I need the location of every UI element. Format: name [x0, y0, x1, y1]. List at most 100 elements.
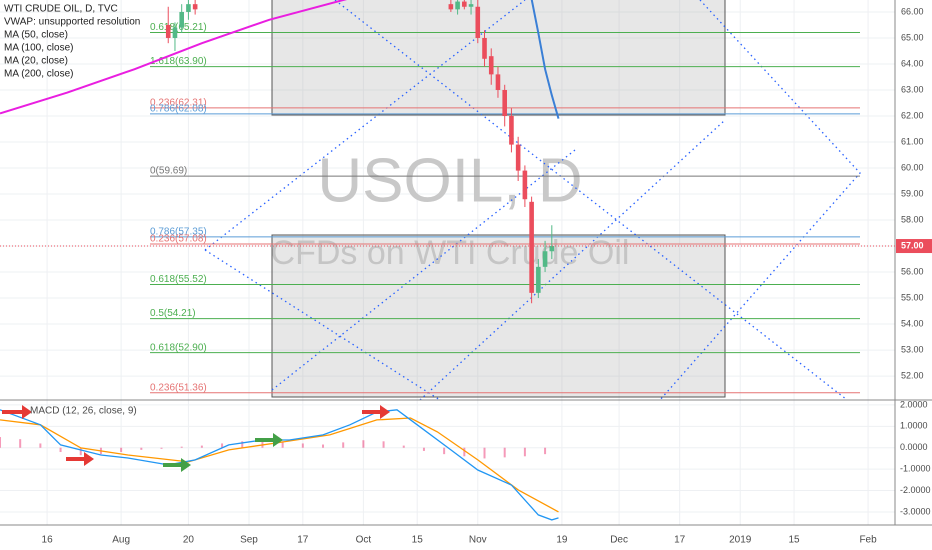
fib-label: 0.236(57.08)	[150, 234, 207, 245]
fib-label: 0.618(65.21)	[150, 22, 207, 33]
diagonal	[204, 249, 441, 400]
y-tick-label: 65.00	[901, 32, 924, 42]
drawings	[204, 0, 861, 400]
y-tick-label: 0.0000	[900, 442, 928, 452]
histogram-bar	[483, 447, 486, 459]
y-tick-label: -1.0000	[900, 464, 931, 474]
candle-body	[179, 11, 184, 28]
arrow	[163, 458, 191, 472]
arrows	[2, 405, 390, 472]
histogram-bar	[221, 443, 224, 448]
x-tick-label: 19	[556, 535, 568, 546]
histogram-bar	[402, 445, 405, 448]
candle-body	[468, 4, 474, 7]
histogram-bar	[362, 440, 365, 448]
y-tick-label: 64.00	[901, 58, 924, 68]
diagonal	[419, 119, 726, 400]
y-tick-label: 52.00	[901, 370, 924, 380]
histogram-bar	[79, 447, 82, 456]
histogram-bar	[544, 447, 547, 455]
fib-label: 0.786(57.35)	[150, 227, 207, 238]
candle-body	[529, 201, 534, 293]
y-tick-label: 61.00	[901, 136, 924, 146]
candle-body	[495, 74, 501, 90]
candle-body	[448, 4, 454, 10]
legend-entry: MA (20, close)	[4, 56, 68, 67]
histogram-bar	[503, 447, 506, 458]
x-tick-label: Oct	[356, 535, 372, 546]
histogram-bar	[382, 441, 385, 448]
x-tick-label: Dec	[610, 535, 628, 546]
histogram-bar	[160, 447, 163, 449]
legend-entry: MA (100, close)	[4, 43, 73, 54]
x-tick-label: 15	[412, 535, 424, 546]
y-tick-label: 2.0000	[900, 399, 928, 409]
macd-pane	[0, 409, 559, 521]
candle-body	[172, 27, 178, 38]
histogram-bar	[422, 447, 425, 451]
candle-body	[549, 246, 555, 252]
watermark: USOIL, D	[317, 146, 582, 215]
ma-line	[0, 0, 348, 115]
histogram-bar	[200, 445, 203, 448]
histogram-bar	[0, 437, 1, 448]
y-tick-label: 54.00	[901, 318, 924, 328]
fib-label: 0.5(54.21)	[150, 308, 196, 319]
candle-body	[186, 4, 191, 12]
y-tick-label: 66.00	[901, 6, 924, 16]
y-tick-label: -3.0000	[900, 506, 931, 516]
histogram-bar	[59, 447, 62, 453]
y-tick-label: 53.00	[901, 344, 924, 354]
histogram-bar	[120, 447, 123, 453]
histogram-bar	[322, 444, 325, 448]
histogram-bar	[39, 443, 42, 448]
histogram-bar	[301, 443, 304, 448]
histogram-bar	[180, 446, 183, 448]
x-tick-label: 17	[297, 535, 309, 546]
macd-title: MACD (12, 26, close, 9)	[30, 406, 137, 417]
histogram-bar	[140, 447, 143, 450]
chart-title: WTI CRUDE OIL, D, TVC	[4, 4, 118, 15]
y-tick-label: 59.00	[901, 188, 924, 198]
candle-body	[542, 251, 548, 267]
y-tick-label: 58.00	[901, 214, 924, 224]
y-tick-label: -2.0000	[900, 485, 931, 495]
histogram-bar	[19, 439, 22, 448]
last-price-label: 57.00	[901, 240, 924, 250]
fib-label: 1.618(63.90)	[150, 56, 207, 67]
x-tick-label: Nov	[469, 535, 487, 546]
candle-body	[488, 56, 494, 75]
candle-body	[522, 170, 528, 200]
histogram-bar	[463, 447, 466, 457]
arrow	[255, 433, 283, 447]
fib-label: 0.786(62.08)	[150, 104, 207, 115]
box	[271, 0, 726, 116]
candle-body	[502, 89, 507, 116]
y-tick-label: 56.00	[901, 266, 924, 276]
diagonal	[659, 0, 861, 400]
arrow	[2, 405, 32, 419]
candle-body	[482, 37, 487, 59]
x-tick-label: 2019	[729, 535, 752, 546]
arrow	[66, 452, 94, 466]
y-tick-label: 62.00	[901, 110, 924, 120]
x-tick-label: 15	[788, 535, 800, 546]
fib-label: 0.236(62.31)	[150, 98, 207, 109]
x-tick-label: Sep	[240, 535, 258, 546]
last-price-box	[896, 239, 932, 254]
macd-line	[0, 409, 559, 521]
diagonal	[334, 0, 849, 400]
x-tick-label: 20	[183, 535, 195, 546]
histogram-bar	[261, 440, 264, 448]
histogram-bar	[241, 441, 244, 448]
x-tick-label: 17	[674, 535, 686, 546]
histogram-bar	[523, 447, 526, 457]
x-tick-label: Feb	[859, 535, 877, 546]
y-tick-label: 1.0000	[900, 421, 928, 431]
candle-body	[462, 1, 467, 7]
x-tick-label: Aug	[112, 535, 130, 546]
histogram-bar	[281, 441, 284, 448]
legend-entry: MA (50, close)	[4, 30, 68, 41]
grid	[0, 0, 895, 525]
